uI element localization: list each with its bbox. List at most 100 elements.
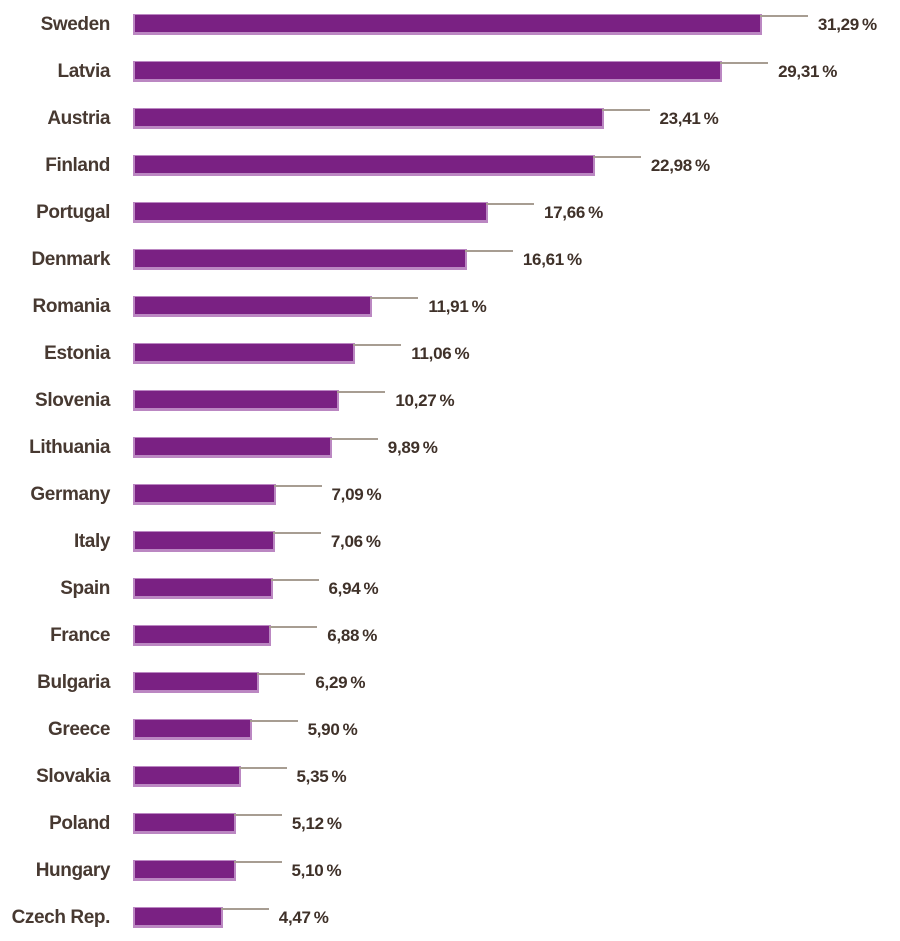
value-label: 9,89 % [387,437,438,457]
bar [133,296,373,317]
chart-row: Romania 11,91 % [0,283,900,330]
bar-area: 22,98 % [133,155,900,176]
chart-row: Poland 5,12 % [0,800,900,847]
bar-area: 17,66 % [133,202,900,223]
bar-area: 5,90 % [133,719,900,740]
chart-row: Germany 7,09 % [0,471,900,518]
leader-line [464,250,513,252]
leader-line [720,62,769,64]
chart-row: Czech Rep. 4,47 % [0,894,900,941]
leader-line [238,767,287,769]
leader-line [759,15,808,17]
bar [133,813,236,834]
leader-line [592,156,641,158]
bar [133,155,595,176]
value-label: 11,91 % [428,296,487,316]
chart-row: Estonia 11,06 % [0,330,900,377]
leader-line [353,344,402,346]
leader-line [329,438,378,440]
leader-line [272,532,321,534]
category-label: Bulgaria [37,671,110,693]
bar-area: 6,94 % [133,578,900,599]
value-label: 7,09 % [331,484,382,504]
bar-area: 10,27 % [133,390,900,411]
category-label: France [50,624,110,646]
category-label: Italy [73,530,110,552]
bar-area: 7,06 % [133,531,900,552]
chart-row: Austria 23,41 % [0,95,900,142]
value-label: 6,94 % [328,578,379,598]
bar [133,390,340,411]
bar [133,108,604,129]
chart-row: Slovakia 5,35 % [0,753,900,800]
chart-row: Finland 22,98 % [0,142,900,189]
bar-area: 11,06 % [133,343,900,364]
chart-row: Hungary 5,10 % [0,847,900,894]
leader-line [220,908,269,910]
bar-area: 6,88 % [133,625,900,646]
bar-area: 4,47 % [133,907,900,928]
category-label: Lithuania [29,436,110,458]
bar-area: 6,29 % [133,672,900,693]
value-label: 4,47 % [278,907,329,927]
value-label: 6,88 % [327,625,378,645]
leader-line [601,109,650,111]
bar-area: 5,35 % [133,766,900,787]
bar [133,14,762,35]
chart-row: France 6,88 % [0,612,900,659]
bar [133,437,332,458]
bar [133,907,223,928]
value-label: 23,41 % [659,108,719,128]
category-label: Spain [60,577,110,599]
chart-row: Slovenia 10,27 % [0,377,900,424]
value-label: 17,66 % [544,202,603,222]
bar [133,672,260,693]
category-label: Poland [49,812,110,834]
value-label: 31,29 % [817,14,877,34]
bar-area: 29,31 % [133,61,900,82]
leader-line [273,485,322,487]
leader-line [233,814,282,816]
bar-area: 31,29 % [133,14,900,35]
leader-line [249,720,298,722]
category-label: Portugal [36,201,110,223]
category-label: Denmark [31,248,110,270]
value-label: 6,29 % [315,672,366,692]
bar-area: 7,09 % [133,484,900,505]
value-label: 7,06 % [330,531,381,551]
leader-line [486,203,534,205]
value-label: 5,12 % [291,813,342,833]
category-label: Latvia [57,60,110,82]
chart-row: Spain 6,94 % [0,565,900,612]
category-label: Czech Rep. [11,906,111,928]
bar [133,531,275,552]
leader-line [257,673,306,675]
bar-area: 16,61 % [133,249,900,270]
category-label: Romania [32,295,111,317]
bar [133,249,467,270]
chart-row: Greece 5,90 % [0,706,900,753]
category-label: Estonia [44,342,110,364]
category-label: Slovakia [36,765,110,787]
category-label: Finland [45,154,110,176]
category-label: Sweden [40,13,111,35]
bar [133,860,236,881]
value-label: 16,61 % [522,249,582,269]
value-label: 5,35 % [296,766,347,786]
leader-line [370,297,419,299]
bar [133,625,272,646]
bar-area: 23,41 % [133,108,900,129]
chart-row: Latvia 29,31 % [0,48,900,95]
value-label: 5,10 % [291,860,342,880]
bar-area: 5,12 % [133,813,900,834]
bar [133,343,356,364]
bar [133,719,252,740]
category-label: Germany [30,483,110,505]
leader-line [337,391,386,393]
bar [133,484,276,505]
bar [133,61,723,82]
chart-row: Italy 7,06 % [0,518,900,565]
category-label: Austria [47,107,110,129]
bar [133,202,488,223]
